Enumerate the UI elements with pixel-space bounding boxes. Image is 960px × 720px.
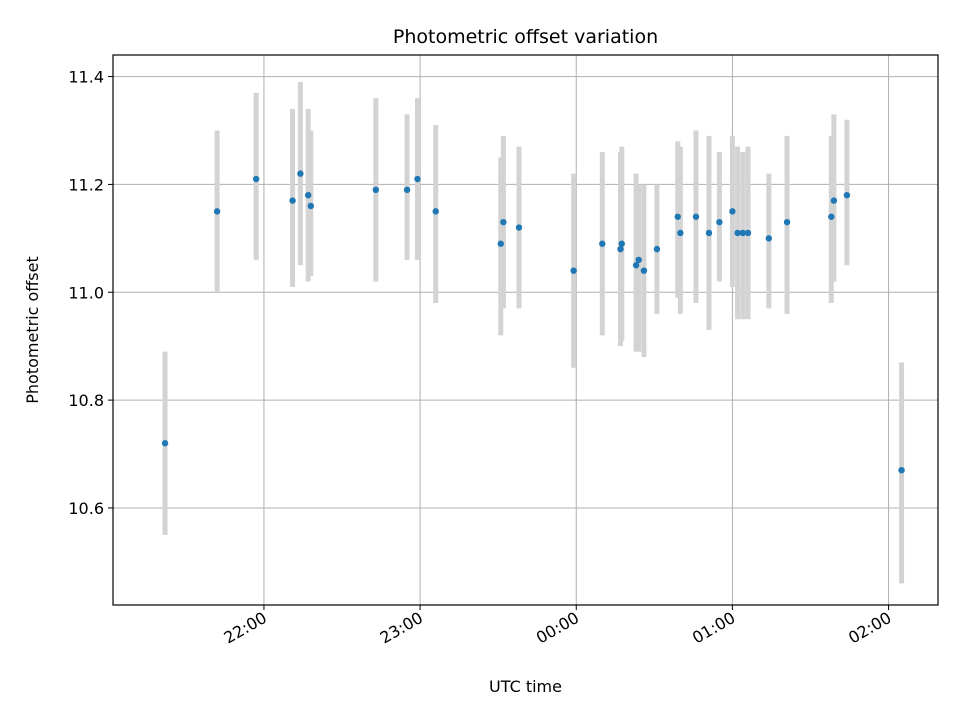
data-point [432, 208, 439, 215]
y-tick-label: 10.6 [68, 499, 104, 518]
data-point [515, 224, 523, 231]
data-points [161, 170, 905, 474]
chart-title: Photometric offset variation [393, 26, 658, 48]
data-point [716, 218, 723, 226]
data-point [500, 218, 507, 226]
data-point [372, 186, 380, 194]
data-point [677, 229, 684, 237]
data-point [640, 267, 648, 274]
data-point [830, 197, 838, 204]
data-point [843, 191, 851, 199]
data-point [403, 186, 411, 194]
data-point [653, 245, 661, 253]
data-point [632, 262, 640, 269]
data-point [297, 170, 304, 177]
data-point [618, 240, 625, 247]
data-point [599, 240, 606, 247]
data-point [783, 218, 791, 226]
data-point [739, 229, 747, 237]
y-tick-label: 11.4 [68, 68, 104, 87]
data-point [692, 213, 700, 220]
grid-lines [113, 55, 938, 605]
data-point [729, 208, 736, 215]
data-point [734, 229, 741, 237]
data-point [307, 202, 314, 210]
y-tick-label: 10.8 [68, 391, 104, 410]
data-point [617, 245, 624, 253]
data-point [898, 466, 905, 474]
data-point [161, 440, 169, 447]
y-tick-label: 11.2 [68, 175, 104, 194]
data-point [289, 197, 296, 204]
data-point [213, 208, 221, 215]
data-point [635, 256, 642, 264]
x-axis-title: UTC time [489, 677, 562, 696]
data-point [828, 213, 835, 220]
y-axis-title: Photometric offset [23, 256, 42, 404]
data-point [705, 229, 713, 237]
plot-frame [112, 54, 939, 606]
data-point [414, 175, 421, 183]
data-point [570, 267, 577, 274]
y-axis-ticks: 10.6 10.8 11.0 11.2 11.4 [68, 68, 113, 518]
data-point [765, 235, 773, 242]
data-point [497, 240, 504, 247]
data-point [304, 191, 312, 199]
data-point [674, 213, 681, 220]
y-tick-label: 11.0 [68, 283, 104, 302]
data-point [252, 175, 260, 183]
data-point [744, 229, 752, 237]
